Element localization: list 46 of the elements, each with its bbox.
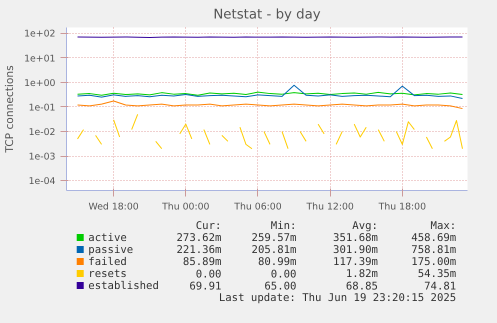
text: 458.69m bbox=[411, 231, 456, 244]
line-series bbox=[77, 100, 463, 110]
text: 351.68m bbox=[333, 231, 378, 244]
x-tick-label: Thu 18:00 bbox=[378, 202, 426, 212]
y-tick-label: 1e+01 bbox=[24, 53, 56, 64]
text: 80.99m bbox=[258, 255, 296, 268]
text: 54.35m bbox=[418, 267, 456, 280]
text: 205.81m bbox=[252, 243, 296, 256]
chart-title: Netstat - by day bbox=[213, 8, 321, 22]
text: Max: bbox=[430, 219, 456, 232]
text: 69.91 bbox=[189, 280, 222, 292]
text: 65.00 bbox=[264, 280, 296, 292]
text: 758.81m bbox=[411, 243, 456, 256]
y-tick-label: 1e+00 bbox=[24, 78, 56, 89]
legend-label: passive bbox=[88, 243, 134, 256]
y-tick-label: 1e-04 bbox=[28, 176, 56, 188]
legend-label: active bbox=[88, 231, 127, 244]
text: 259.57m bbox=[252, 231, 296, 244]
text: 273.62m bbox=[176, 231, 222, 244]
x-tick-label: Thu 00:00 bbox=[161, 202, 210, 212]
text: Avg: bbox=[352, 219, 378, 232]
text: 0.00 bbox=[270, 268, 296, 280]
text: 85.89m bbox=[182, 255, 222, 268]
y-tick-label: 1e+02 bbox=[24, 28, 56, 40]
text: 301.90m bbox=[333, 243, 378, 256]
text: 0.00 bbox=[196, 268, 222, 280]
text: 68.85 bbox=[346, 280, 378, 292]
line-series bbox=[77, 84, 463, 100]
x-tick-label: Thu 06:00 bbox=[233, 202, 282, 212]
text: 74.81 bbox=[424, 280, 456, 292]
text: Cur: bbox=[196, 219, 222, 232]
y-tick-label: 1e-02 bbox=[28, 127, 56, 138]
legend-label: failed bbox=[88, 255, 127, 268]
text: 1.82m bbox=[346, 267, 378, 280]
text: 117.39m bbox=[333, 255, 378, 268]
x-tick-label: Thu 12:00 bbox=[305, 202, 354, 212]
legend-label: established bbox=[88, 279, 159, 292]
legend-label: resets bbox=[88, 267, 127, 280]
y-tick-label: 1e-01 bbox=[28, 102, 56, 114]
x-tick-label: Wed 18:00 bbox=[88, 202, 139, 212]
y-tick-label: 1e-03 bbox=[28, 152, 56, 163]
text: 175.00m bbox=[411, 255, 456, 268]
text: Min: bbox=[270, 219, 296, 232]
text: Last update: Thu Jun 19 23:20:15 2025 bbox=[218, 291, 456, 304]
y-axis-title: TCP connections bbox=[3, 64, 16, 154]
text: 221.36m bbox=[176, 243, 222, 256]
